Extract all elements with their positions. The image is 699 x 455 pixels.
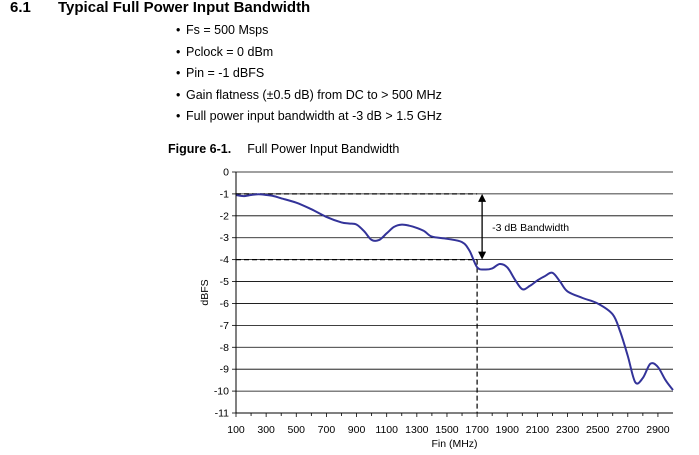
annotation-label: -3 dB Bandwidth bbox=[492, 222, 569, 234]
bullet-text: Full power input bandwidth at -3 dB > 1.… bbox=[186, 109, 443, 123]
y-tick-label: -6 bbox=[220, 298, 229, 310]
x-tick-label: 1900 bbox=[496, 424, 520, 436]
x-tick-label: 300 bbox=[257, 424, 275, 436]
bullet-item: • Pclock = 0 dBm bbox=[176, 42, 442, 64]
x-axis-title: Fin (MHz) bbox=[431, 438, 477, 450]
tick-labels: 0 -1 -2 -3 -4 -5 -6 -7 -8 -9 -10 -11 100 300 500 700 900… bbox=[214, 167, 670, 437]
figure-caption-text: Full Power Input Bandwidth bbox=[247, 142, 400, 156]
axes bbox=[232, 171, 673, 417]
y-tick-label: -11 bbox=[215, 408, 230, 420]
x-tick-label: 1100 bbox=[375, 424, 398, 436]
bullet-item: • Pin = -1 dBFS bbox=[176, 63, 442, 85]
y-tick-label: -8 bbox=[220, 342, 229, 354]
bullet-dot: • bbox=[176, 66, 181, 80]
x-tick-label: 1700 bbox=[465, 424, 489, 436]
y-tick-label: -2 bbox=[220, 210, 229, 222]
y-tick-label: 0 bbox=[223, 167, 229, 179]
spec-bullet-list: • Fs = 500 Msps • Pclock = 0 dBm • Pin = -1… bbox=[176, 20, 442, 128]
x-tick-label: 700 bbox=[318, 424, 336, 436]
y-axis-title: dBFS bbox=[199, 279, 211, 305]
bullet-dot: • bbox=[176, 109, 181, 123]
bullet-item: • Full power input bandwidth at -3 dB > 1… bbox=[176, 106, 442, 128]
bullet-text: Pin = -1 dBFS bbox=[186, 66, 265, 80]
y-tick-label: -7 bbox=[220, 320, 229, 332]
figure-number: Figure 6-1. bbox=[168, 142, 232, 156]
reference-lines bbox=[236, 193, 478, 413]
bullet-text: Pclock = 0 dBm bbox=[186, 44, 274, 59]
x-tick-label: 1300 bbox=[405, 424, 429, 436]
bullet-item: • Gain flatness (±0.5 dB) from DC to > 50… bbox=[176, 85, 442, 107]
x-tick-label: 900 bbox=[348, 424, 366, 436]
x-tick-label: 2300 bbox=[556, 424, 580, 436]
section-number: 6.1 bbox=[10, 0, 31, 16]
x-tick-label: 2900 bbox=[646, 424, 670, 436]
x-tick-label: 2700 bbox=[616, 424, 640, 436]
y-tick-label: -4 bbox=[220, 254, 229, 266]
y-tick-label: -3 bbox=[220, 232, 229, 244]
y-tick-label: -10 bbox=[214, 386, 229, 398]
y-tick-label: -9 bbox=[220, 364, 229, 376]
series-layer bbox=[235, 193, 674, 391]
series-line bbox=[235, 193, 674, 391]
bullet-dot: • bbox=[176, 23, 181, 37]
bullet-text: Fs = 500 Msps bbox=[186, 23, 269, 37]
grid-lines bbox=[236, 171, 673, 414]
x-tick-label: 1500 bbox=[435, 424, 459, 436]
bullet-dot: • bbox=[176, 87, 181, 102]
y-tick-label: -5 bbox=[220, 276, 229, 288]
bullet-dot: • bbox=[176, 44, 181, 59]
x-tick-label: 2100 bbox=[526, 424, 550, 436]
x-tick-label: 500 bbox=[288, 424, 306, 436]
figure-caption: Figure 6-1. Full Power Input Bandwidth bbox=[168, 142, 399, 156]
x-tick-label: 100 bbox=[227, 424, 245, 436]
x-tick-label: 2500 bbox=[586, 424, 610, 436]
section-title: Typical Full Power Input Bandwidth bbox=[58, 0, 311, 16]
bullet-item: • Fs = 500 Msps bbox=[176, 20, 442, 42]
bullet-text: Gain flatness (±0.5 dB) from DC to > 500… bbox=[186, 87, 442, 102]
y-tick-label: -1 bbox=[220, 188, 229, 200]
